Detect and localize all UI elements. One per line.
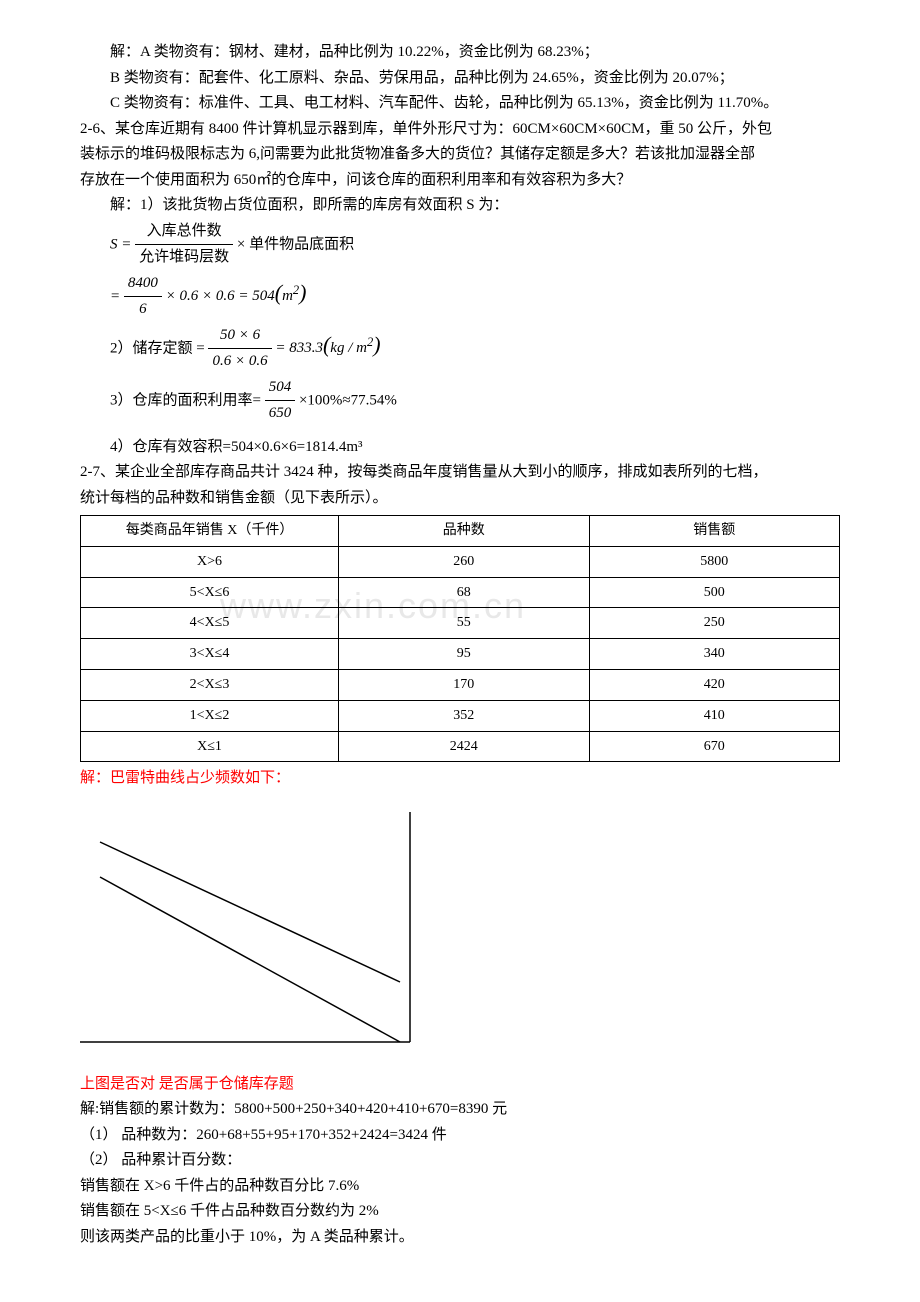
question-2-7: 2-7、某企业全部库存商品共计 3424 种，按每类商品年度销售量从大到小的顺序… — [80, 460, 840, 511]
td: 5800 — [589, 546, 839, 577]
unit: m — [282, 288, 293, 304]
chart-line-1 — [100, 842, 400, 982]
fraction: 8400 6 — [124, 271, 162, 323]
th: 销售额 — [589, 516, 839, 547]
fraction: 50 × 6 0.6 × 0.6 — [208, 323, 271, 375]
table-row: 1<X≤2352410 — [81, 700, 840, 731]
line: 2-7、某企业全部库存商品共计 3424 种，按每类商品年度销售量从大到小的顺序… — [80, 460, 840, 486]
line: B 类物资有：配套件、化工原料、杂品、劳保用品，品种比例为 24.65%，资金比… — [80, 66, 840, 92]
table-row: 2<X≤3170420 — [81, 669, 840, 700]
chart-svg — [80, 812, 440, 1057]
red-note-2: 上图是否对 是否属于仓储库存题 — [80, 1072, 840, 1098]
post-line: （2） 品种累计百分数： — [80, 1148, 840, 1174]
td: 95 — [339, 639, 589, 670]
td: 500 — [589, 577, 839, 608]
denominator: 6 — [124, 297, 162, 323]
solution-2-6-step3: 3）仓库的面积利用率= 504 650 ×100%≈77.54% — [110, 375, 840, 427]
rhs: × 0.6 × 0.6 = 504(m2) — [166, 288, 307, 304]
td: 2<X≤3 — [81, 669, 339, 700]
line: 2-6、某仓库近期有 8400 件计算机显示器到库，单件外形尺寸为：60CM×6… — [80, 117, 840, 143]
paragraph-a: 解：A 类物资有：钢材、建材，品种比例为 10.22%，资金比例为 68.23%… — [80, 40, 840, 117]
td: 55 — [339, 608, 589, 639]
formula-2: = 8400 6 × 0.6 × 0.6 = 504(m2) — [110, 271, 840, 323]
line: 装标示的堆码极限标志为 6,问需要为此批货物准备多大的货位？其储存定额是多大？若… — [80, 142, 840, 168]
eq: = — [110, 288, 124, 304]
post-line: 则该两类产品的比重小于 10%，为 A 类品种累计。 — [80, 1225, 840, 1251]
td: X≤1 — [81, 731, 339, 762]
th: 每类商品年销售 X（千件） — [81, 516, 339, 547]
denominator: 0.6 × 0.6 — [208, 349, 271, 375]
post-line: 销售额在 X>6 千件占的品种数百分比 7.6% — [80, 1174, 840, 1200]
data-table: 每类商品年销售 X（千件） 品种数 销售额 X>626058005<X≤6685… — [80, 515, 840, 762]
solution-2-6-step4: 4）仓库有效容积=504×0.6×6=1814.4m³ — [110, 435, 840, 461]
fraction: 504 650 — [265, 375, 296, 427]
td: 1<X≤2 — [81, 700, 339, 731]
td: 260 — [339, 546, 589, 577]
rhs: × 单件物品底面积 — [237, 236, 354, 252]
td: 410 — [589, 700, 839, 731]
chart-line-2 — [100, 877, 400, 1042]
table-body: X>626058005<X≤6685004<X≤5552503<X≤495340… — [81, 546, 840, 762]
pareto-chart — [80, 812, 840, 1062]
var: S — [110, 236, 118, 252]
table-row: 4<X≤555250 — [81, 608, 840, 639]
line: 存放在一个使用面积为 650㎡的仓库中，问该仓库的面积利用率和有效容积为多大？ — [80, 168, 840, 194]
numerator: 504 — [265, 375, 296, 402]
table-row: X≤12424670 — [81, 731, 840, 762]
td: 5<X≤6 — [81, 577, 339, 608]
rhs: ×100%≈77.54% — [299, 392, 397, 408]
td: 340 — [589, 639, 839, 670]
val: × 0.6 × 0.6 = 504 — [166, 288, 275, 304]
td: 3<X≤4 — [81, 639, 339, 670]
solution-2-6-step1: 解：1）该批货物占货位面积，即所需的库房有效面积 S 为： — [80, 193, 840, 219]
td: 68 — [339, 577, 589, 608]
line: 解：A 类物资有：钢材、建材，品种比例为 10.22%，资金比例为 68.23%… — [80, 40, 840, 66]
td: 4<X≤5 — [81, 608, 339, 639]
unit: kg / m — [330, 340, 367, 356]
td: 670 — [589, 731, 839, 762]
denominator: 允许堆码层数 — [135, 245, 233, 271]
val: = 833.3 — [275, 340, 323, 356]
td: 352 — [339, 700, 589, 731]
td: 420 — [589, 669, 839, 700]
line: C 类物资有：标准件、工具、电工材料、汽车配件、齿轮，品种比例为 65.13%，… — [80, 91, 840, 117]
td: 250 — [589, 608, 839, 639]
th: 品种数 — [339, 516, 589, 547]
table-row: 5<X≤668500 — [81, 577, 840, 608]
line: 统计每档的品种数和销售金额（见下表所示）。 — [80, 486, 840, 512]
table-row: X>62605800 — [81, 546, 840, 577]
post-line: 销售额在 5<X≤6 千件占品种数百分数约为 2% — [80, 1199, 840, 1225]
numerator: 50 × 6 — [208, 323, 271, 350]
label: 3）仓库的面积利用率= — [110, 392, 261, 408]
post-line: （1） 品种数为：260+68+55+95+170+352+2424=3424 … — [80, 1123, 840, 1149]
formula-1: S = 入库总件数 允许堆码层数 × 单件物品底面积 — [110, 219, 840, 271]
numerator: 入库总件数 — [135, 219, 233, 246]
solution-2-6-step2: 2）储存定额 = 50 × 6 0.6 × 0.6 = 833.3(kg / m… — [110, 323, 840, 375]
eq: = — [121, 236, 135, 252]
table-row: 3<X≤495340 — [81, 639, 840, 670]
numerator: 8400 — [124, 271, 162, 298]
question-2-6: 2-6、某仓库近期有 8400 件计算机显示器到库，单件外形尺寸为：60CM×6… — [80, 117, 840, 194]
denominator: 650 — [265, 401, 296, 427]
label: 2）储存定额 = — [110, 340, 205, 356]
td: X>6 — [81, 546, 339, 577]
red-note-1: 解：巴雷特曲线占少频数如下： — [80, 766, 840, 792]
td: 170 — [339, 669, 589, 700]
table-wrapper: www.zxin.com.cn 每类商品年销售 X（千件） 品种数 销售额 X>… — [80, 515, 840, 762]
fraction: 入库总件数 允许堆码层数 — [135, 219, 233, 271]
post-line: 解:销售额的累计数为：5800+500+250+340+420+410+670=… — [80, 1097, 840, 1123]
table-header-row: 每类商品年销售 X（千件） 品种数 销售额 — [81, 516, 840, 547]
rhs: = 833.3(kg / m2) — [275, 340, 380, 356]
td: 2424 — [339, 731, 589, 762]
